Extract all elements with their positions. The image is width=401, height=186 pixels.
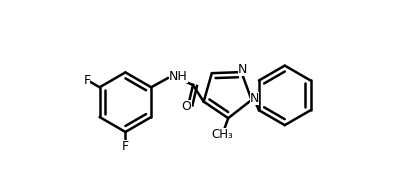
Text: CH₃: CH₃	[211, 128, 233, 141]
Text: N: N	[249, 92, 258, 105]
Text: F: F	[122, 140, 129, 153]
Text: F: F	[83, 74, 90, 87]
Text: NH: NH	[168, 70, 187, 84]
Text: N: N	[237, 63, 247, 76]
Text: O: O	[181, 100, 191, 113]
